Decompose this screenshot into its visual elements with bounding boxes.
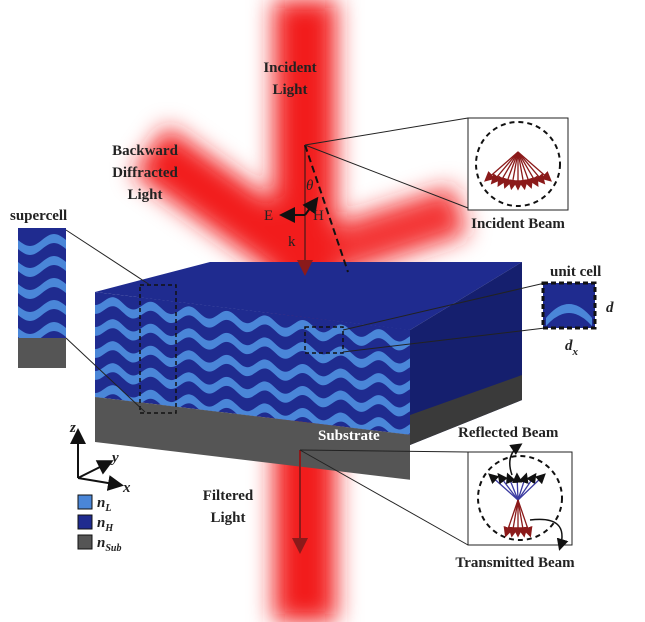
transmitted-beam-label: Transmitted Beam — [455, 555, 575, 571]
dx-label: dx — [565, 338, 579, 358]
legend-label: nL — [97, 495, 111, 514]
y-label: y — [110, 450, 119, 466]
grating-block — [85, 262, 522, 481]
legend-swatch — [78, 495, 92, 509]
k-label: k — [288, 234, 296, 250]
supercell — [18, 220, 66, 368]
theta-label: θ — [306, 178, 314, 194]
legend-label: nSub — [97, 535, 121, 554]
connector — [66, 230, 150, 285]
legend-sub: H — [104, 523, 114, 534]
legend-symbol: n — [97, 495, 105, 511]
y-axis — [78, 462, 110, 478]
x-axis — [78, 478, 120, 485]
legend-sub: Sub — [105, 543, 121, 554]
legend-sub: L — [104, 503, 111, 514]
legend-swatch — [78, 515, 92, 529]
supercell-label: supercell — [10, 208, 67, 224]
legend-swatch — [78, 535, 92, 549]
legend-label: nH — [97, 515, 114, 534]
legend-symbol: n — [97, 535, 105, 551]
unit-cell-label: unit cell — [550, 264, 601, 280]
e-label: E — [264, 208, 273, 224]
diagram: Substrate z y x nLnHnSub IncidentLight B… — [0, 0, 645, 622]
legend-symbol: n — [97, 515, 105, 531]
z-label: z — [69, 420, 76, 436]
incident-beam-label: Incident Beam — [471, 216, 565, 232]
substrate-label: Substrate — [318, 428, 380, 444]
d-label: d — [606, 300, 614, 316]
h-label: H — [313, 208, 324, 224]
x-label: x — [122, 480, 131, 496]
reflected-beam-label: Reflected Beam — [458, 425, 559, 441]
